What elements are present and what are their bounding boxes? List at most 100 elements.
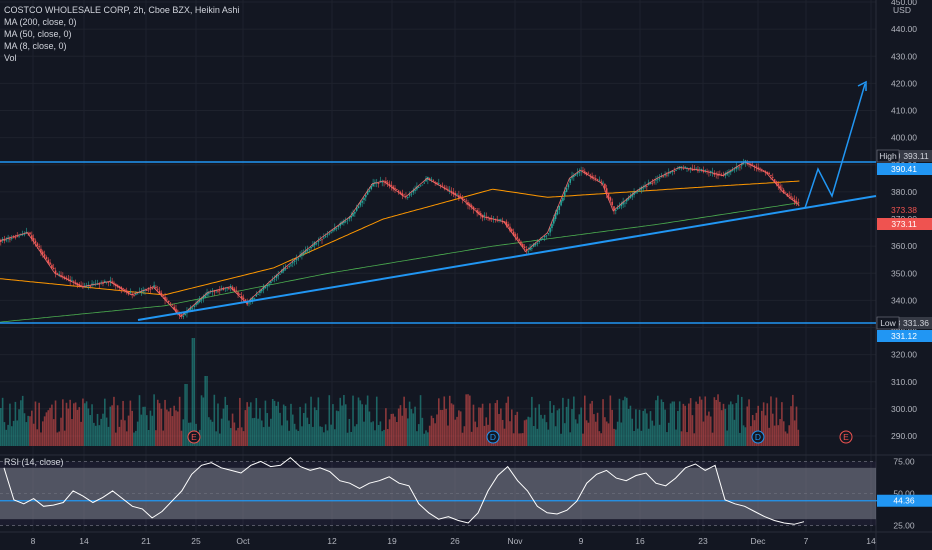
rsi-current-tag-bg — [877, 494, 932, 507]
volume-bar — [629, 405, 632, 446]
volume-bar — [511, 409, 513, 446]
candle-body — [762, 170, 765, 172]
candle-body — [348, 217, 351, 219]
candle-body — [40, 248, 42, 253]
candle-body — [284, 268, 287, 270]
candle-body — [649, 181, 652, 184]
volume-bar — [184, 384, 186, 446]
legend-ma200[interactable]: MA (200, close, 0) — [4, 17, 77, 27]
rsi-current-tag: 44.36 — [893, 496, 915, 506]
volume-bar — [737, 394, 739, 446]
volume-bar — [372, 421, 374, 446]
candle-body — [631, 194, 634, 197]
candle-body — [607, 192, 610, 199]
time-axis-label: 23 — [698, 536, 708, 546]
volume-bar — [521, 433, 524, 446]
volume-bar — [678, 401, 681, 446]
volume-bar — [339, 397, 342, 446]
volume-bar — [125, 431, 128, 446]
volume-bar — [662, 401, 665, 446]
candle-body — [177, 310, 179, 312]
legend-ma8[interactable]: MA (8, close, 0) — [4, 41, 67, 51]
candle-body — [80, 285, 82, 286]
volume-bar — [755, 412, 758, 446]
volume-bar — [60, 417, 62, 446]
volume-bar — [534, 407, 537, 446]
volume-bar — [275, 405, 278, 446]
price-axis-label: 360.00 — [891, 241, 917, 251]
volume-bar — [96, 413, 99, 446]
legend-symbol[interactable]: COSTCO WHOLESALE CORP, 2h, Cboe BZX, Hei… — [4, 5, 240, 15]
high-price-value: 393.11 — [903, 151, 929, 161]
candle-body — [569, 178, 571, 183]
volume-bar — [613, 428, 615, 446]
volume-bar — [689, 398, 692, 446]
legend-ma50[interactable]: MA (50, close, 0) — [4, 29, 72, 39]
candle-body — [627, 197, 630, 200]
grid-lines — [0, 0, 876, 532]
candle-body — [43, 254, 46, 257]
candle-body — [56, 273, 59, 275]
volume-bar — [259, 408, 261, 446]
candle-body — [9, 238, 11, 240]
volume-bar — [427, 432, 429, 446]
volume-bar — [180, 430, 183, 446]
volume-bar — [680, 431, 683, 446]
volume-bar — [18, 409, 20, 446]
volume-bar — [549, 401, 551, 446]
volume-bar — [167, 411, 170, 446]
candle-body — [204, 295, 206, 298]
ma50-line — [0, 180, 800, 296]
volume-bar — [467, 394, 469, 446]
volume-bar — [649, 411, 652, 446]
volume-bar — [260, 420, 263, 446]
volume-bar — [573, 396, 575, 446]
price-axis-label: 350.00 — [891, 268, 917, 278]
volume-bar — [750, 426, 752, 446]
candle-body — [390, 185, 393, 187]
high-tag-fill — [900, 150, 932, 162]
volume-bar — [416, 431, 418, 446]
candle-body — [636, 190, 639, 192]
candle-body — [479, 213, 482, 216]
volume-bar — [74, 402, 77, 446]
volume-bar — [1, 397, 4, 446]
candle-body — [731, 170, 734, 172]
candle-body — [315, 243, 318, 245]
volume-bar — [357, 397, 360, 446]
candle-body — [775, 181, 778, 185]
volume-bar — [405, 408, 407, 446]
volume-bar — [781, 402, 783, 446]
volume-bar — [638, 409, 641, 446]
volume-bar — [414, 406, 416, 446]
candle-body — [417, 186, 420, 188]
candle-body — [392, 186, 394, 189]
volume-bar — [279, 412, 281, 446]
volume-bar — [257, 418, 259, 446]
candle-body — [248, 302, 250, 304]
candle-body — [129, 292, 132, 294]
candle-body — [700, 169, 703, 170]
volume-bar — [609, 395, 612, 446]
volume-bar — [302, 413, 305, 446]
candle-body — [573, 174, 575, 177]
candle-body — [231, 286, 234, 291]
candle-body — [786, 193, 789, 197]
candle-body — [540, 238, 542, 241]
candle-body — [531, 247, 533, 249]
volume-bar — [204, 376, 206, 446]
candle-body — [302, 252, 305, 255]
volume-bar — [352, 395, 354, 446]
volume-bar — [220, 418, 223, 446]
volume-bar — [775, 397, 778, 446]
candle-body — [279, 273, 281, 275]
volume-bar — [724, 408, 727, 446]
candle-body — [425, 178, 427, 182]
volume-bar — [175, 410, 177, 446]
candle-body — [470, 205, 473, 208]
candle-body — [219, 289, 221, 291]
legend-vol[interactable]: Vol — [4, 53, 17, 63]
candle-body — [461, 197, 464, 200]
rsi-legend[interactable]: RSI (14, close) — [4, 457, 64, 467]
